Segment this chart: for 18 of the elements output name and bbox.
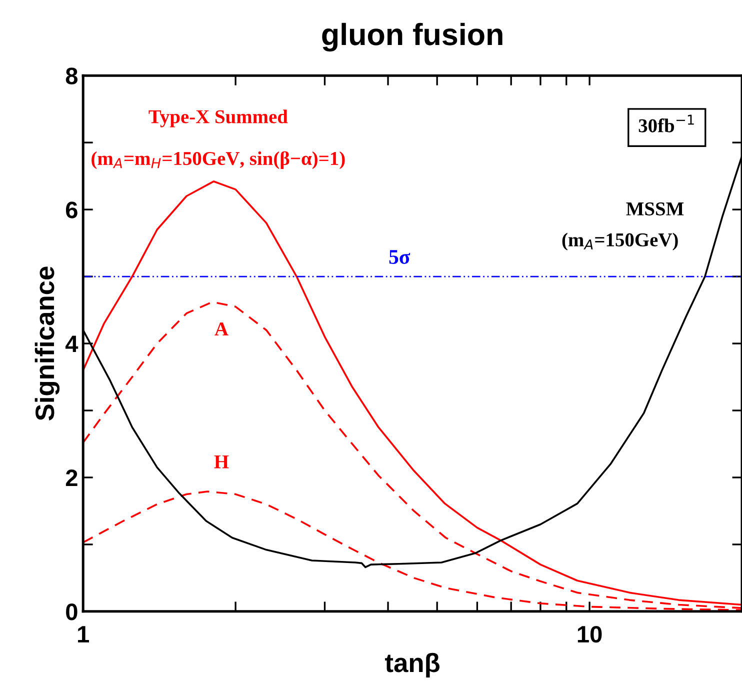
- annotation: Type-X Summed: [148, 110, 288, 128]
- annotation: (m$_{A}$=150GeV): [562, 232, 678, 250]
- series-label: A: [214, 322, 228, 336]
- x-axis-title: tanβ: [385, 652, 440, 678]
- annotation: 30fb$^{−1}$: [638, 114, 694, 132]
- y-tick-label: 8: [66, 68, 78, 84]
- annotation: (m$_{A}$=m$_{H}$=150GeV, sin(β−α)=1): [92, 151, 345, 170]
- y-tick-label: 6: [66, 202, 78, 218]
- y-tick-label: 4: [65, 336, 78, 352]
- chart-title: gluon fusion: [322, 22, 502, 52]
- y-tick-label: 2: [66, 470, 78, 486]
- series-label: H: [214, 455, 229, 468]
- y-axis-title: Significance: [34, 266, 60, 420]
- y-tick-label: 0: [66, 604, 78, 620]
- ref-line-label: 5σ: [389, 250, 410, 264]
- x-tick-label: 10: [578, 626, 602, 643]
- x-tick-label: 1: [78, 626, 90, 642]
- series-label: MSSM: [626, 202, 684, 216]
